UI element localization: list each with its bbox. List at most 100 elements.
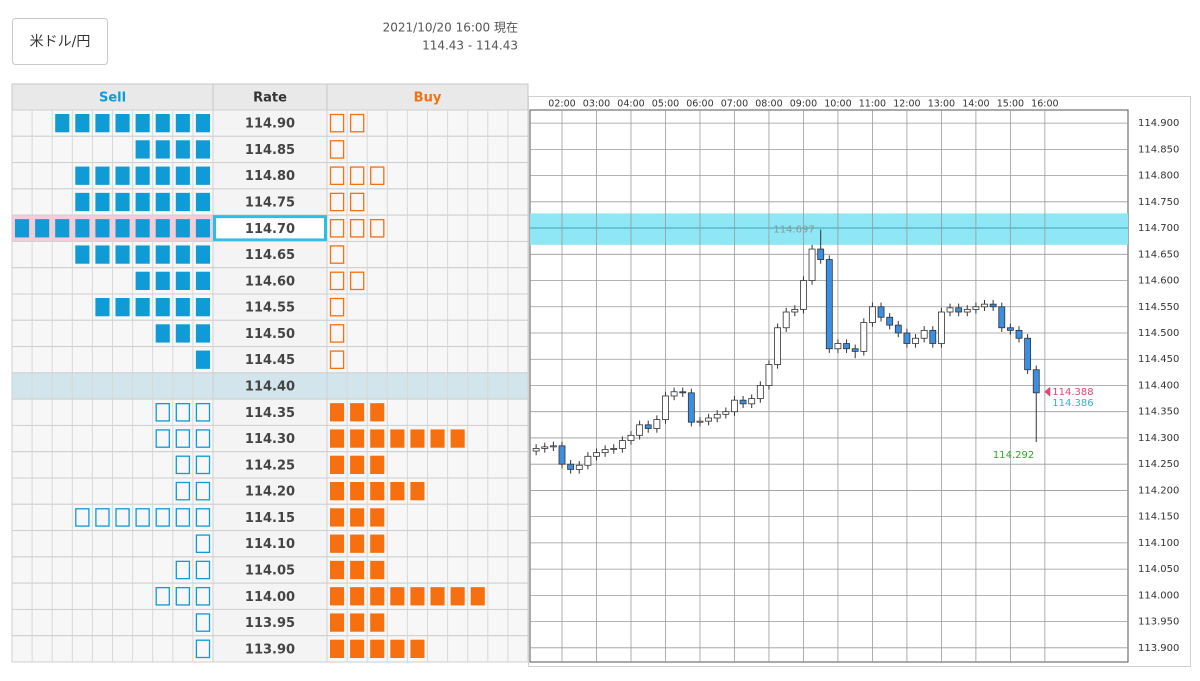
candle-body: [696, 420, 704, 423]
buy-orders: [330, 403, 385, 422]
x-tick-label: 13:00: [928, 99, 955, 110]
sell-orders: [75, 166, 210, 185]
rate-cell: [212, 582, 328, 610]
y-tick-label: 114.600: [1138, 276, 1179, 287]
candle-body: [644, 424, 652, 429]
buy-square: [330, 587, 345, 606]
sell-square: [175, 402, 191, 422]
sell-square: [115, 298, 130, 317]
candle-body: [946, 307, 954, 313]
sell-square: [175, 114, 190, 133]
buy-square: [349, 218, 365, 238]
sell-square: [155, 166, 170, 185]
x-tick-label: 02:00: [548, 99, 575, 110]
buy-orders: [329, 192, 365, 212]
y-tick-label: 114.650: [1138, 249, 1179, 260]
timestamp: 2021/10/20 16:00 現在: [383, 21, 518, 35]
rate-label: 113.95: [245, 616, 295, 631]
buy-square: [330, 534, 345, 553]
buy-square: [390, 587, 405, 606]
buy-square: [370, 560, 385, 580]
buy-orders: [330, 560, 385, 580]
candle-body: [869, 306, 876, 323]
candle-body: [920, 329, 928, 339]
sell-square: [175, 166, 190, 185]
rate-label: 114.65: [245, 248, 295, 263]
candle-body: [825, 259, 833, 350]
sell-square: [75, 192, 90, 212]
y-tick-label: 114.250: [1138, 459, 1179, 470]
pair-button[interactable]: [12, 18, 108, 65]
rate-label: 114.55: [245, 301, 295, 316]
sell-square: [195, 324, 210, 343]
candle-body: [756, 385, 764, 399]
sell-orders: [15, 219, 210, 238]
sell-orders: [155, 586, 211, 606]
y-tick-label: 114.000: [1138, 590, 1179, 601]
buy-square: [410, 587, 425, 606]
rate-cell: [212, 608, 328, 637]
rate-cell: [212, 267, 328, 295]
y-tick-label: 114.850: [1138, 144, 1179, 155]
sell-orders: [135, 271, 210, 290]
candle-body: [575, 464, 583, 470]
sell-square: [195, 586, 211, 606]
sell-square: [195, 534, 211, 554]
sell-square: [155, 586, 170, 606]
buy-orders: [329, 271, 365, 291]
rate-cell: [212, 372, 328, 400]
quote: 114.43 - 114.43: [422, 39, 518, 53]
buy-square: [350, 560, 365, 580]
candle-body: [782, 311, 790, 329]
candle-body: [618, 440, 626, 449]
candle-body: [937, 311, 945, 344]
buy-square: [370, 403, 385, 422]
candle-body: [834, 343, 842, 350]
candle-body: [955, 307, 963, 313]
candle-body: [662, 395, 669, 420]
price-marker-label: 114.386: [1052, 398, 1093, 409]
sell-square: [135, 508, 150, 527]
buy-orders: [329, 350, 345, 370]
buy-square: [390, 429, 405, 448]
buy-square: [430, 587, 445, 606]
candle-body: [1015, 329, 1023, 339]
rate-label: 114.05: [245, 564, 295, 579]
buy-square: [350, 429, 365, 448]
pair-button-label[interactable]: 米ドル/円: [30, 34, 91, 50]
buy-orders: [330, 587, 485, 606]
rate-header: Rate: [253, 91, 287, 106]
buy-square: [329, 297, 345, 317]
sell-square: [155, 324, 170, 343]
x-tick-label: 10:00: [824, 99, 851, 110]
sell-square: [175, 508, 191, 527]
buy-square: [329, 324, 345, 343]
candle-body: [679, 391, 687, 394]
sell-square: [115, 114, 130, 133]
x-tick-label: 07:00: [721, 99, 748, 110]
buy-square: [370, 534, 385, 553]
rate-cell: [212, 451, 328, 479]
candle-body: [998, 306, 1006, 329]
high-annotation: 114.697: [773, 225, 814, 236]
buy-square: [329, 192, 345, 212]
x-tick-label: 06:00: [686, 99, 713, 110]
buy-square: [330, 639, 345, 658]
y-tick-label: 114.750: [1138, 197, 1179, 208]
buy-orders: [329, 140, 345, 159]
candle-body: [981, 303, 988, 308]
rate-label: 114.15: [245, 511, 295, 526]
buy-square: [330, 429, 345, 448]
candle-body: [541, 446, 549, 449]
candle-body: [722, 411, 730, 415]
candle-body: [808, 248, 816, 281]
x-tick-label: 04:00: [617, 99, 644, 110]
candle-body: [972, 306, 980, 310]
buy-square: [370, 166, 385, 186]
candle-body: [593, 452, 600, 457]
sell-square: [195, 298, 210, 317]
sell-header: Sell: [99, 91, 126, 106]
candle-body: [610, 448, 618, 450]
sell-square: [195, 140, 210, 159]
buy-square: [350, 482, 365, 501]
